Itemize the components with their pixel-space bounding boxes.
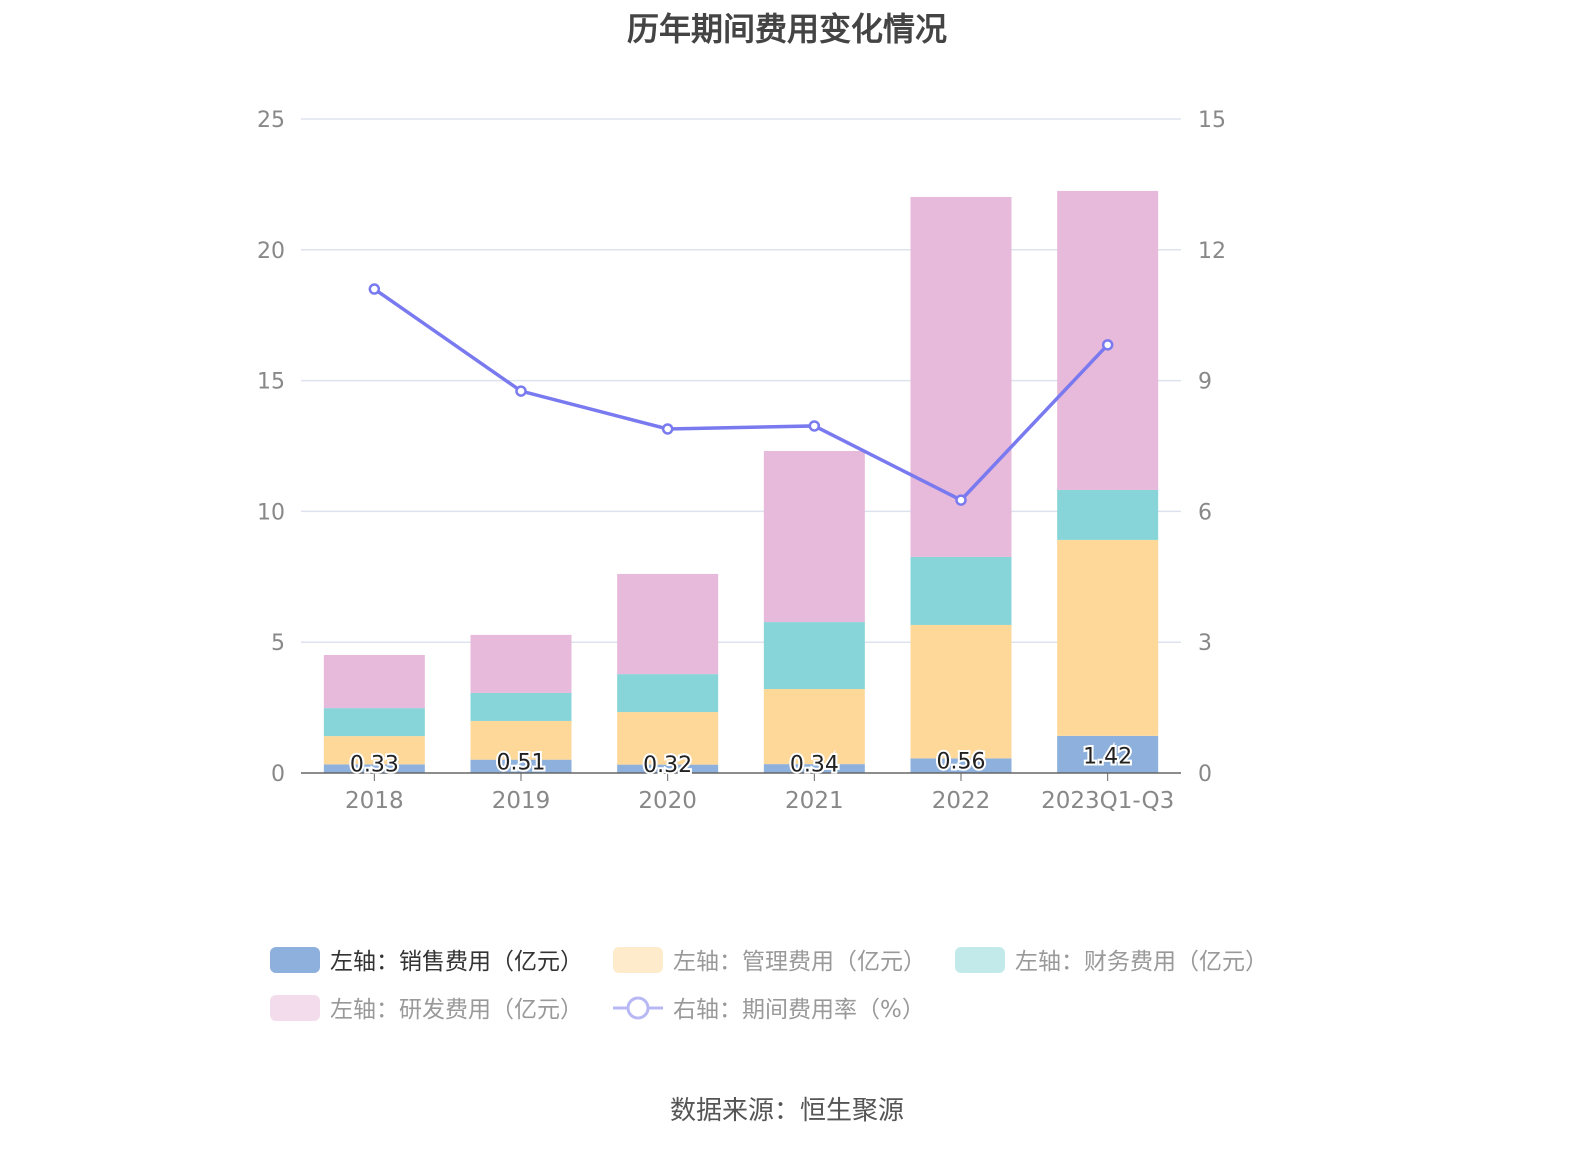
right-tick-label: 6 xyxy=(1198,500,1212,525)
x-tick-label: 2022 xyxy=(932,788,991,814)
rate-point xyxy=(368,283,381,295)
left-tick-label: 5 xyxy=(271,631,285,656)
data-source: 数据来源：恒生聚源 xyxy=(669,1096,904,1126)
bar-segment xyxy=(470,759,572,773)
rate-point xyxy=(808,420,821,432)
data-label: 0.56 xyxy=(937,750,986,775)
bar-segment xyxy=(323,764,425,773)
data-label: 0.34 xyxy=(790,753,839,778)
rate-point xyxy=(955,494,967,506)
right-tick-label: 12 xyxy=(1198,239,1226,264)
x-tick-label: 2019 xyxy=(492,788,551,814)
left-tick-label: 20 xyxy=(257,239,285,264)
legend-item: 左轴：研发费用（亿元） xyxy=(330,997,583,1023)
left-tick-label: 15 xyxy=(257,370,285,395)
bar-segment xyxy=(910,624,1012,759)
bar-segment xyxy=(470,692,572,721)
rate-point xyxy=(1101,339,1114,351)
x-tick-label: 2021 xyxy=(785,788,844,814)
bar-segment xyxy=(910,556,1012,625)
bar-segment xyxy=(323,708,425,737)
bar-segment xyxy=(617,764,719,773)
bar-segment xyxy=(763,450,865,623)
left-tick-label: 25 xyxy=(257,108,285,133)
x-tick-label: 2023Q1-Q3 xyxy=(1041,788,1174,814)
legend-swatch xyxy=(955,947,1005,973)
data-label: 0.32 xyxy=(643,753,692,778)
rate-point xyxy=(515,385,527,397)
left-tick-label: 0 xyxy=(271,762,285,787)
right-tick-label: 3 xyxy=(1198,631,1212,656)
bar-segment xyxy=(1057,539,1159,736)
legend-swatch xyxy=(270,995,320,1021)
legend-swatch xyxy=(613,947,663,973)
legend-item: 左轴：财务费用（亿元） xyxy=(1015,949,1268,975)
left-tick-label: 10 xyxy=(257,500,285,525)
bar-segment xyxy=(617,712,719,765)
bar-segment xyxy=(323,655,425,709)
bar-segment xyxy=(323,736,425,765)
bar-segment xyxy=(617,674,719,713)
bar-segment xyxy=(470,720,572,760)
data-label: 0.33 xyxy=(350,753,399,778)
x-tick-label: 2020 xyxy=(638,788,697,814)
bar-segment xyxy=(763,689,865,765)
bar-segment xyxy=(763,622,865,690)
data-label: 0.51 xyxy=(497,750,546,775)
data-label: 1.42 xyxy=(1083,744,1132,769)
legend-swatch xyxy=(270,947,320,973)
legend-item: 右轴：期间费用率（%） xyxy=(673,997,925,1023)
legend-marker-icon xyxy=(626,996,650,1020)
right-tick-label: 15 xyxy=(1198,108,1226,133)
right-tick-label: 9 xyxy=(1198,370,1212,395)
bar-segment xyxy=(910,758,1012,773)
right-tick-label: 0 xyxy=(1198,762,1212,787)
bar-segment xyxy=(1057,735,1159,773)
rate-point xyxy=(661,423,674,435)
rate-line xyxy=(373,287,1109,503)
bar-segment xyxy=(763,764,865,773)
chart-title: 历年期间费用变化情况 xyxy=(626,10,947,48)
bar-segment xyxy=(470,634,572,693)
legend-item: 左轴：销售费用（亿元） xyxy=(330,949,583,975)
legend-item: 左轴：管理费用（亿元） xyxy=(673,949,926,975)
bar-segment xyxy=(1057,489,1159,540)
x-tick-label: 2018 xyxy=(345,788,404,814)
bar-segment xyxy=(617,573,719,675)
